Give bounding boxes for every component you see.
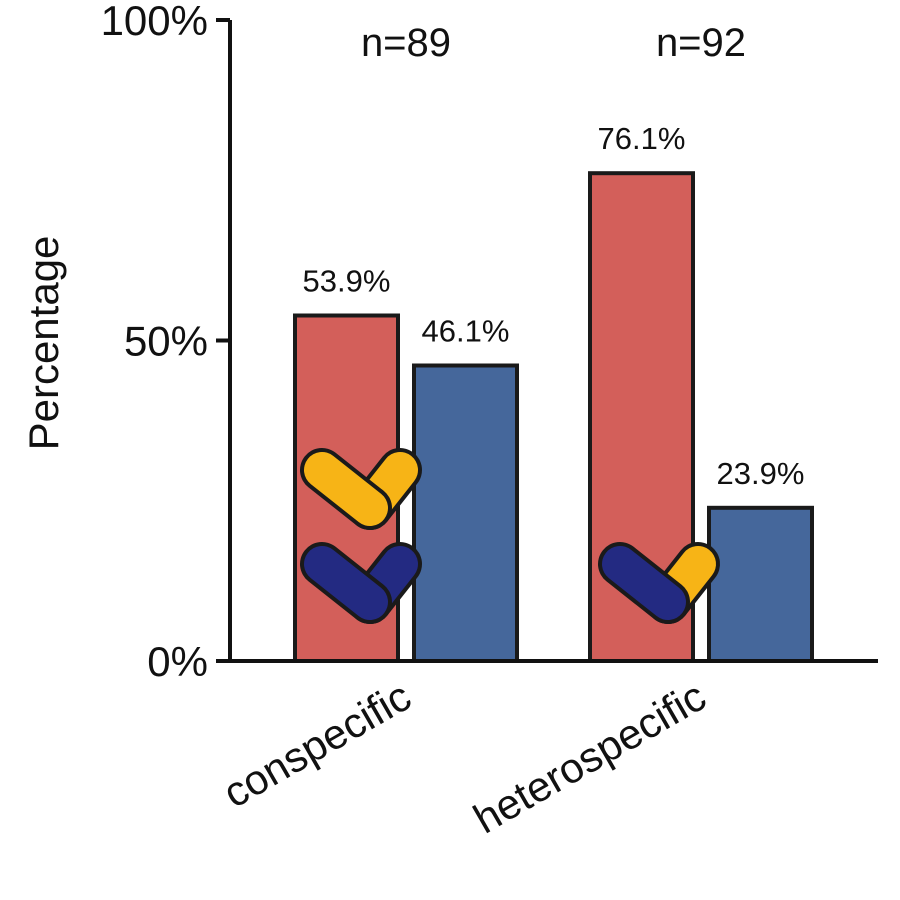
category-label: conspecific [215,672,418,817]
sample-size-label: n=92 [656,21,746,65]
y-tick-label: 0% [147,638,208,685]
navy-check-icon [300,542,422,624]
data-label: 46.1% [422,313,510,348]
sample-size-label: n=89 [361,21,451,65]
y-ticks: 0% 50% 100% [101,0,230,685]
navy-yellow-check-icon [598,542,720,624]
bar-heterospecific-blue [707,505,814,663]
bar-conspecific-blue [412,363,519,663]
data-label: 53.9% [303,264,391,299]
pictogram-layer [300,448,720,624]
data-label: 23.9% [717,456,805,491]
y-axis-title: Percentage [20,236,67,451]
bars-layer [293,171,814,663]
data-label: 76.1% [598,121,686,156]
yellow-check-icon [300,448,422,530]
category-label: heterospecific [466,672,714,842]
y-tick-label: 50% [124,318,208,365]
y-tick-label: 100% [101,0,208,44]
